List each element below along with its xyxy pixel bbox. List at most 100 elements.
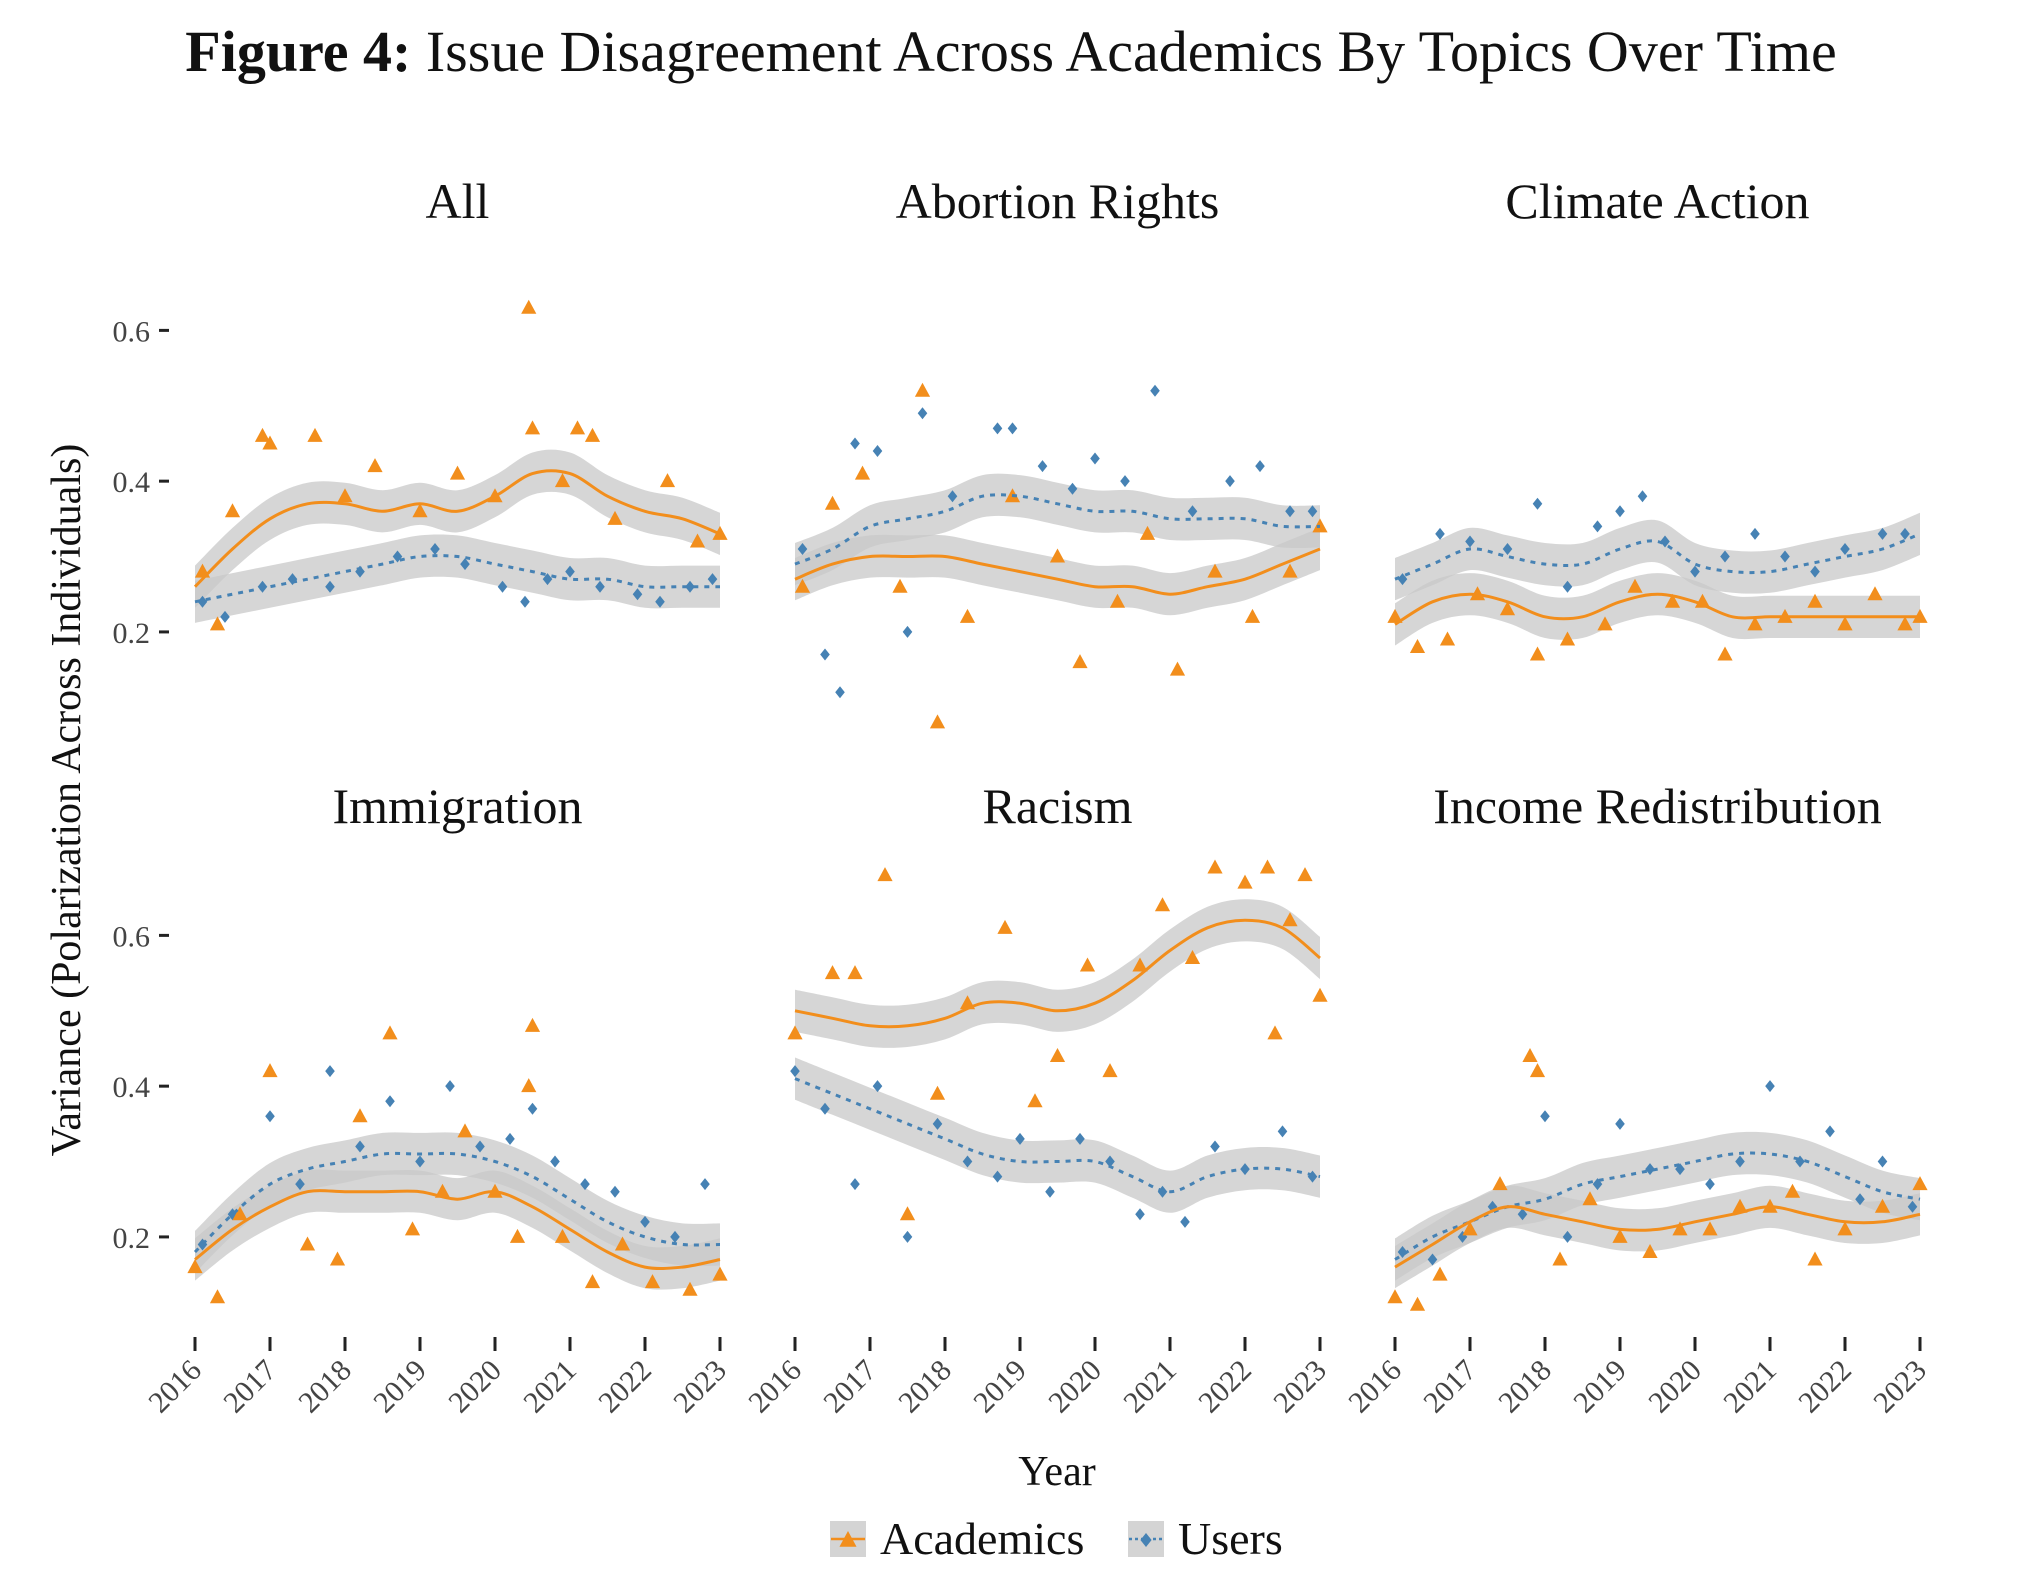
users-point — [1105, 1155, 1115, 1168]
users-point — [1532, 497, 1543, 510]
x-tick-label: 2023 — [1267, 1354, 1333, 1420]
users-point — [527, 1102, 538, 1115]
academics-point — [1297, 867, 1313, 882]
legend-label: Academics — [880, 1513, 1084, 1564]
academics-point — [1027, 1093, 1043, 1108]
users-point — [1540, 1110, 1550, 1123]
academics-point — [1244, 608, 1261, 623]
legend-marker — [1140, 1533, 1152, 1547]
users-point — [1562, 1230, 1573, 1243]
users-point — [1135, 1208, 1145, 1221]
users-point — [1562, 580, 1573, 593]
academics-point — [209, 616, 226, 631]
academics-point — [1552, 1251, 1568, 1266]
users-point — [835, 686, 845, 699]
legend: Academics Users — [830, 1513, 1283, 1564]
academics-point — [1169, 661, 1186, 676]
users-point — [610, 1185, 620, 1198]
academics-point — [299, 1236, 316, 1251]
users-point — [685, 580, 695, 593]
academics-confidence-band — [1395, 1185, 1920, 1289]
facet-title: Racism — [983, 778, 1133, 834]
academics-point — [209, 1289, 226, 1304]
academics-point — [682, 1281, 698, 1296]
users-confidence-band — [195, 1132, 720, 1274]
academics-point — [1132, 957, 1148, 972]
academics-point — [1237, 874, 1253, 889]
users-trend-line — [1394, 532, 1921, 581]
users-point — [1037, 460, 1048, 473]
x-tick-label: 2023 — [1867, 1354, 1933, 1420]
academics-point — [1102, 1063, 1118, 1078]
y-tick-label: 0.4 — [113, 466, 151, 499]
x-tick-label: 2022 — [592, 1354, 658, 1420]
x-tick-label: 2021 — [1117, 1354, 1183, 1420]
academics-point — [1807, 593, 1823, 608]
academics-point — [1732, 1198, 1748, 1213]
academics-point — [352, 1108, 368, 1123]
academics-point — [824, 965, 841, 980]
academics-point — [1529, 1063, 1546, 1078]
users-trend-line — [193, 1151, 721, 1254]
academics-point — [224, 503, 241, 518]
users-point — [595, 580, 605, 593]
y-tick-label: 0.2 — [113, 617, 151, 650]
users-point — [1210, 1140, 1220, 1153]
academics-point — [824, 495, 841, 510]
academics-point — [1282, 912, 1298, 927]
users-point — [962, 1155, 973, 1168]
users-point — [497, 580, 508, 593]
academics-point — [1702, 1221, 1718, 1236]
academics-point — [367, 458, 383, 473]
users-point — [632, 588, 643, 601]
academics-confidence-band — [795, 527, 1320, 616]
users-point — [430, 543, 440, 555]
academics-point — [382, 1025, 398, 1040]
academics-point — [1597, 616, 1613, 631]
users-point — [460, 558, 470, 571]
users-point — [1277, 1125, 1288, 1138]
academics-point — [521, 299, 537, 314]
academics-point — [1109, 593, 1126, 608]
users-point — [1465, 535, 1475, 548]
facet-title: Immigration — [333, 778, 583, 834]
academics-point — [1912, 1176, 1928, 1191]
academics-point — [1784, 1183, 1801, 1198]
academics-point — [854, 465, 871, 480]
users-point — [1645, 1163, 1655, 1176]
users-point — [565, 565, 575, 578]
users-point — [1517, 1208, 1528, 1221]
users-trend-line — [194, 554, 720, 604]
users-point — [475, 1140, 485, 1153]
users-point — [820, 648, 830, 661]
academics-point — [929, 714, 946, 729]
x-tick-label: 2018 — [892, 1354, 958, 1420]
users-point — [1810, 565, 1820, 578]
legend-marker — [839, 1531, 857, 1547]
users-point — [820, 1102, 830, 1115]
academics-point — [787, 1025, 803, 1040]
users-point — [505, 1132, 515, 1145]
users-point — [797, 543, 808, 555]
users-point — [790, 1065, 800, 1078]
academics-point — [1672, 1221, 1688, 1236]
facet-panel: Income Redistribution — [1387, 778, 1928, 1311]
x-tick-label: 2020 — [1642, 1354, 1708, 1420]
users-point — [1855, 1193, 1865, 1206]
x-axis: 2016 2017 2018 2019 2020 2021 2022 2023 — [1342, 1337, 1933, 1419]
users-point — [550, 1155, 560, 1168]
academics-point — [337, 488, 353, 503]
legend-label: Users — [1178, 1513, 1283, 1564]
users-point — [1090, 452, 1100, 465]
users-point — [1427, 1253, 1438, 1266]
users-point — [917, 407, 928, 420]
academics-point — [1439, 631, 1456, 646]
facet-title: Income Redistribution — [1433, 778, 1882, 834]
users-trend-line — [1394, 1151, 1921, 1261]
users-point — [1007, 422, 1018, 435]
academics-point — [404, 1221, 421, 1236]
academics-point — [959, 608, 976, 623]
users-point — [1660, 535, 1670, 548]
y-axis-title: Variance (Polarization Across Individual… — [44, 444, 90, 1157]
